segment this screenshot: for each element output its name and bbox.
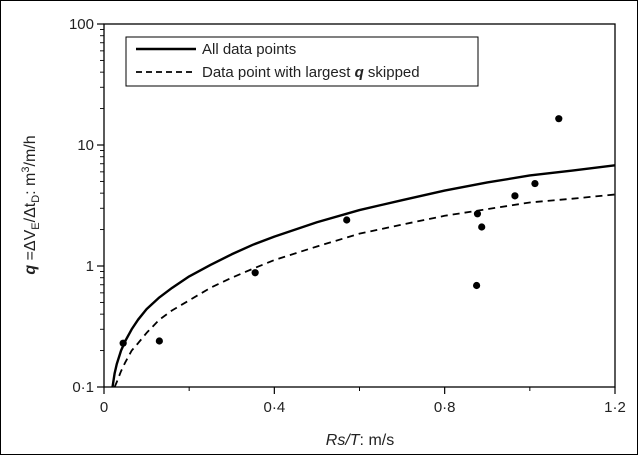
data-point — [511, 192, 519, 200]
y-axis: 0·1 1 10 100 — [69, 16, 104, 396]
y-axis-label-mid: /Δt — [22, 202, 39, 222]
y-axis-label-units: : m — [22, 173, 39, 195]
data-point — [343, 216, 351, 224]
x-tick-label: 0·4 — [263, 399, 285, 416]
x-axis-label-main: Rs/T — [326, 432, 361, 449]
y-axis-label-sub-d: D — [30, 195, 42, 203]
x-tick-label: 0·8 — [434, 399, 456, 416]
y-axis-label-q: q — [22, 265, 39, 275]
x-tick-label: 1·2 — [604, 399, 626, 416]
data-point — [555, 115, 563, 123]
y-tick-label: 100 — [69, 16, 94, 33]
data-point — [478, 223, 486, 231]
y-tick-label: 10 — [77, 137, 94, 154]
y-tick-label: 1 — [86, 258, 94, 275]
curve-largest-skipped — [113, 193, 615, 387]
data-point — [473, 281, 481, 290]
data-points — [119, 115, 563, 347]
legend-label-all-points: All data points — [202, 41, 296, 58]
y-axis-label-sup: 3 — [20, 166, 32, 172]
legend: All data points Data point with largest … — [125, 36, 479, 87]
data-point — [531, 179, 539, 188]
y-axis-label-eq: =ΔV — [22, 229, 39, 264]
y-axis-label-tail: /m/h — [22, 135, 39, 166]
x-tick-label: 0 — [100, 399, 108, 416]
data-point — [155, 337, 163, 345]
legend-label-post: skipped — [364, 64, 420, 81]
legend-box — [125, 36, 479, 87]
fit-curves — [111, 164, 615, 387]
y-tick-label: 0·1 — [72, 379, 94, 396]
x-axis-label-units: : m/s — [360, 432, 395, 449]
y-axis-label: q =ΔVE/ΔtD: m3/m/h — [20, 135, 42, 274]
data-point — [473, 210, 482, 218]
x-axis: 0 0·4 0·8 1·2 — [100, 387, 626, 416]
legend-label-largest-skipped: Data point with largest q skipped — [202, 64, 420, 81]
legend-label-pre: Data point with largest — [202, 64, 355, 81]
legend-label-q: q — [355, 64, 364, 81]
data-point — [251, 269, 259, 277]
x-axis-label: Rs/T: m/s — [326, 432, 394, 449]
y-axis-label-sub-e: E — [30, 222, 42, 229]
data-point — [119, 339, 127, 347]
curve-all-data — [111, 164, 615, 387]
